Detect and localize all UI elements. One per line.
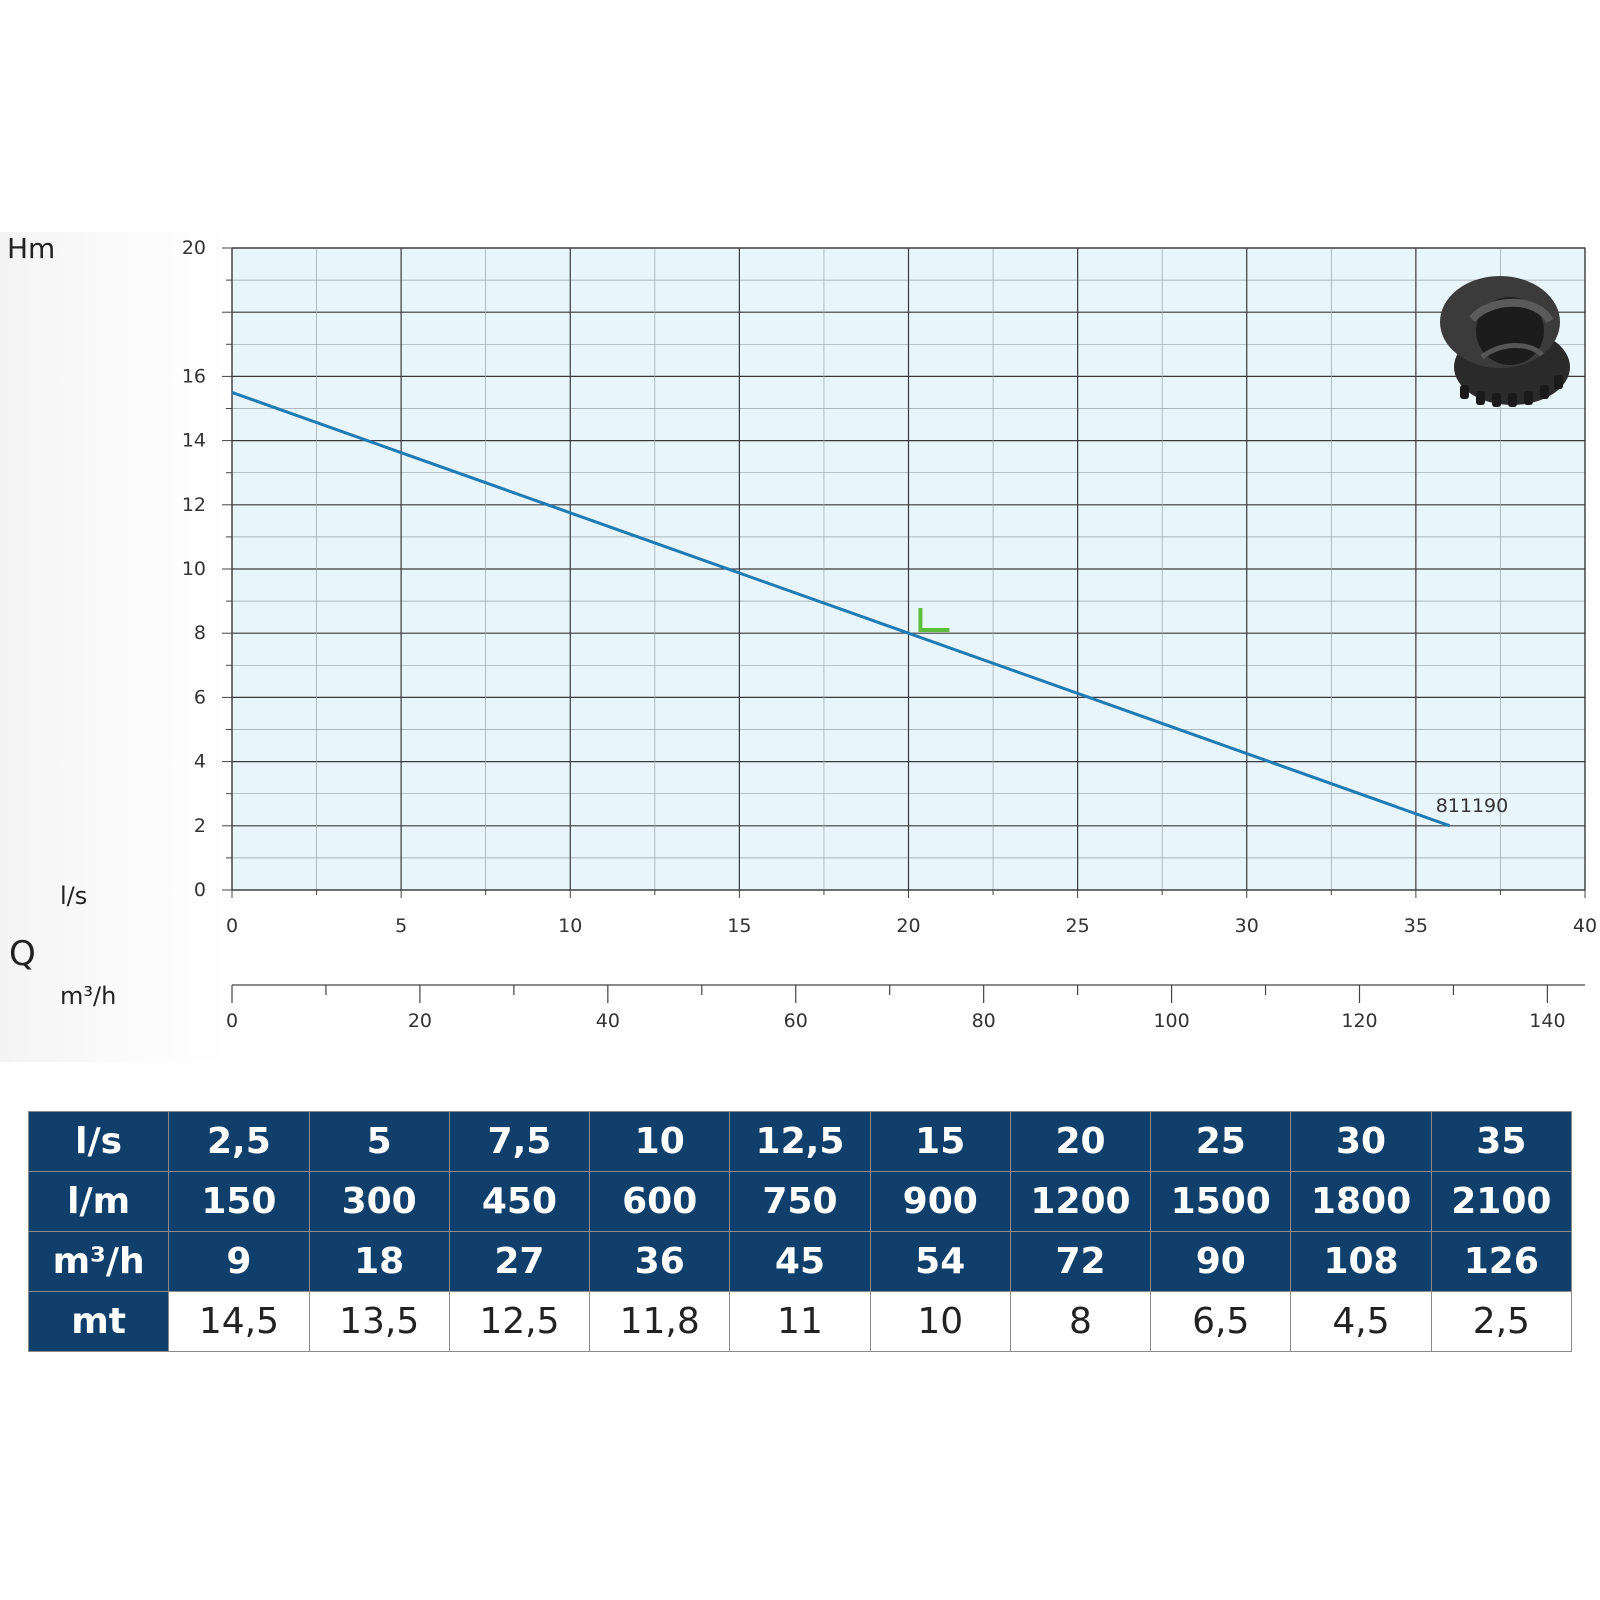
table-row: mt 14,5 13,5 12,5 11,8 11 10 8 6,5 4,5 2,5 bbox=[27, 1291, 1573, 1352]
table-cell: 2,5 bbox=[1430, 1291, 1573, 1352]
table-cell: 12,5 bbox=[448, 1291, 591, 1352]
x-tick-label: 30 bbox=[1235, 915, 1259, 937]
secondary-x-tick-label: 100 bbox=[1153, 1010, 1189, 1032]
table-cell: 4,5 bbox=[1290, 1291, 1432, 1352]
row-header: l/m bbox=[27, 1171, 170, 1232]
secondary-x-tick-label: 140 bbox=[1529, 1010, 1565, 1032]
table-cell: 18 bbox=[308, 1231, 450, 1292]
table-cell: 1200 bbox=[1009, 1171, 1152, 1232]
table-cell: 54 bbox=[869, 1231, 1011, 1292]
series-line-811190 bbox=[231, 391, 1451, 828]
x-tick-label: 25 bbox=[1066, 915, 1090, 937]
y-tick-label: 14 bbox=[182, 430, 206, 452]
table-cell: 20 bbox=[1009, 1111, 1152, 1172]
table-cell: 9 bbox=[168, 1231, 310, 1292]
secondary-x-tick-label: 120 bbox=[1341, 1010, 1377, 1032]
table-cell: 600 bbox=[589, 1171, 731, 1232]
table-row: m³/h 9 18 27 36 45 54 72 90 108 126 bbox=[27, 1231, 1573, 1292]
table-cell: 10 bbox=[589, 1111, 731, 1172]
table-cell: 27 bbox=[448, 1231, 591, 1292]
y-tick-label: 2 bbox=[194, 815, 206, 837]
grid bbox=[231, 247, 1586, 891]
table-cell: 900 bbox=[869, 1171, 1011, 1232]
y-tick-label: 0 bbox=[194, 879, 206, 901]
table-cell: 5 bbox=[308, 1111, 450, 1172]
y-tick-label: 12 bbox=[182, 494, 206, 516]
table-cell: 14,5 bbox=[168, 1291, 310, 1352]
series-layer: 811190 bbox=[231, 391, 1509, 828]
x-tick-label: 20 bbox=[896, 915, 920, 937]
table-cell: 11 bbox=[729, 1291, 871, 1352]
x-axis-secondary-unit: m³/h bbox=[60, 982, 117, 1010]
secondary-x-tick-label: 20 bbox=[408, 1010, 432, 1032]
table-cell: 11,8 bbox=[589, 1291, 731, 1352]
y-axis-title: Hm bbox=[7, 232, 56, 265]
table-cell: 108 bbox=[1290, 1231, 1432, 1292]
table-cell: 2100 bbox=[1430, 1171, 1573, 1232]
y-tick-label: 8 bbox=[194, 622, 206, 644]
y-tick-label: 6 bbox=[194, 686, 206, 708]
secondary-x-tick-label: 60 bbox=[784, 1010, 808, 1032]
table-row: l/s 2,5 5 7,5 10 12,5 15 20 25 30 35 bbox=[27, 1111, 1573, 1172]
x-tick-label: 35 bbox=[1404, 915, 1428, 937]
x-axis-title: Q bbox=[9, 934, 36, 974]
y-tick-label: 10 bbox=[182, 558, 206, 580]
table-cell: 150 bbox=[168, 1171, 310, 1232]
y-tick-label: 20 bbox=[182, 237, 206, 259]
table-row: l/m 150 300 450 600 750 900 1200 1500 1800 2100 bbox=[27, 1171, 1573, 1232]
x-tick-label: 0 bbox=[226, 915, 238, 937]
table-cell: 8 bbox=[1009, 1291, 1152, 1352]
x-axis-primary-unit: l/s bbox=[60, 882, 88, 910]
pump-impeller-icon bbox=[1440, 276, 1570, 407]
table-cell: 12,5 bbox=[729, 1111, 871, 1172]
x-tick-label: 10 bbox=[558, 915, 582, 937]
table-cell: 1500 bbox=[1150, 1171, 1292, 1232]
secondary-x-tick-label: 80 bbox=[972, 1010, 996, 1032]
row-header: m³/h bbox=[27, 1231, 170, 1292]
pump-curve-chart: 0 2 4 6 8 10 12 14 16 20 0 5 10 15 20 25 30 35 40 0 20 40 60 80… bbox=[182, 237, 1597, 1032]
y-tick-label: 16 bbox=[182, 365, 206, 387]
table-cell: 300 bbox=[308, 1171, 450, 1232]
x-tick-label: 40 bbox=[1573, 915, 1597, 937]
row-header: mt bbox=[27, 1291, 170, 1352]
y-tick-label: 4 bbox=[194, 751, 206, 773]
table-cell: 1800 bbox=[1290, 1171, 1432, 1232]
row-header: l/s bbox=[27, 1111, 170, 1172]
table-cell: 7,5 bbox=[448, 1111, 591, 1172]
axis-ticks: 0 2 4 6 8 10 12 14 16 20 0 5 10 15 20 25 30 35 40 0 20 40 60 80… bbox=[182, 237, 1597, 1032]
table-cell: 10 bbox=[869, 1291, 1011, 1352]
table-cell: 2,5 bbox=[168, 1111, 310, 1172]
table-cell: 13,5 bbox=[308, 1291, 450, 1352]
table-cell: 450 bbox=[448, 1171, 591, 1232]
x-tick-label: 5 bbox=[395, 915, 407, 937]
performance-table: l/s 2,5 5 7,5 10 12,5 15 20 25 30 35 l/m 150 300 450 60… bbox=[27, 1111, 1573, 1352]
table-cell: 15 bbox=[869, 1111, 1011, 1172]
table-cell: 25 bbox=[1150, 1111, 1292, 1172]
table-cell: 35 bbox=[1430, 1111, 1573, 1172]
table-cell: 45 bbox=[729, 1231, 871, 1292]
table-cell: 36 bbox=[589, 1231, 731, 1292]
x-tick-label: 15 bbox=[727, 915, 751, 937]
table-cell: 90 bbox=[1150, 1231, 1292, 1292]
secondary-x-tick-label: 0 bbox=[226, 1010, 238, 1032]
series-label: 811190 bbox=[1436, 795, 1509, 817]
table-cell: 72 bbox=[1009, 1231, 1152, 1292]
table-cell: 750 bbox=[729, 1171, 871, 1232]
table-cell: 30 bbox=[1290, 1111, 1432, 1172]
table-cell: 6,5 bbox=[1150, 1291, 1292, 1352]
efficiency-marker bbox=[918, 607, 950, 632]
table-cell: 126 bbox=[1430, 1231, 1573, 1292]
secondary-x-tick-label: 40 bbox=[596, 1010, 620, 1032]
